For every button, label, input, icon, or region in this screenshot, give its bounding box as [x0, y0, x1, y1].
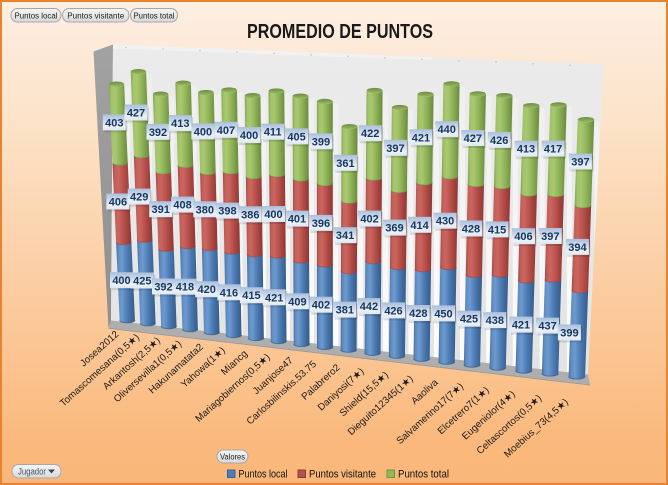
svg-text:420: 420 — [198, 284, 216, 296]
svg-text:417: 417 — [544, 144, 562, 156]
svg-text:400: 400 — [240, 130, 258, 142]
svg-text:399: 399 — [312, 136, 330, 148]
svg-text:442: 442 — [360, 301, 378, 313]
svg-text:415: 415 — [242, 290, 260, 302]
svg-text:405: 405 — [287, 131, 305, 143]
svg-text:427: 427 — [464, 133, 482, 145]
svg-text:438: 438 — [486, 315, 504, 327]
svg-text:402: 402 — [360, 214, 378, 226]
svg-text:397: 397 — [571, 157, 589, 169]
svg-text:440: 440 — [438, 124, 456, 136]
svg-text:Puntos total: Puntos total — [398, 469, 449, 481]
svg-text:Eugeniolor(4★): Eugeniolor(4★) — [460, 389, 518, 442]
svg-text:381: 381 — [336, 305, 354, 317]
svg-text:406: 406 — [109, 197, 127, 209]
svg-text:392: 392 — [149, 127, 167, 139]
svg-text:386: 386 — [241, 209, 259, 221]
svg-text:428: 428 — [409, 308, 427, 320]
svg-text:426: 426 — [384, 305, 402, 317]
svg-text:411: 411 — [264, 127, 282, 139]
svg-text:400: 400 — [112, 275, 130, 287]
svg-text:391: 391 — [152, 204, 170, 216]
svg-text:421: 421 — [412, 132, 430, 144]
svg-text:380: 380 — [196, 204, 214, 216]
svg-text:397: 397 — [541, 231, 559, 243]
svg-text:Puntos local: Puntos local — [239, 469, 288, 481]
svg-text:Puntos total: Puntos total — [134, 10, 175, 20]
svg-text:Puntos visitante: Puntos visitante — [67, 10, 124, 20]
svg-text:400: 400 — [264, 209, 282, 221]
svg-text:392: 392 — [154, 282, 172, 294]
svg-text:416: 416 — [220, 287, 238, 299]
svg-text:Puntos local: Puntos local — [15, 10, 58, 20]
svg-text:413: 413 — [517, 144, 535, 156]
svg-text:421: 421 — [512, 320, 530, 332]
svg-text:418: 418 — [176, 282, 194, 294]
svg-text:426: 426 — [490, 135, 508, 147]
svg-text:403: 403 — [105, 117, 123, 129]
svg-text:398: 398 — [218, 206, 236, 218]
svg-text:400: 400 — [194, 126, 212, 138]
svg-text:409: 409 — [288, 296, 306, 308]
svg-text:429: 429 — [130, 192, 148, 204]
svg-text:408: 408 — [173, 200, 191, 212]
svg-text:437: 437 — [538, 321, 556, 333]
svg-text:361: 361 — [336, 158, 354, 170]
svg-text:399: 399 — [560, 328, 578, 340]
svg-text:402: 402 — [312, 300, 330, 312]
svg-text:394: 394 — [568, 242, 587, 254]
svg-text:341: 341 — [336, 230, 354, 242]
svg-text:Jugador: Jugador — [18, 467, 46, 477]
svg-text:427: 427 — [127, 108, 145, 120]
svg-text:396: 396 — [312, 218, 330, 230]
svg-text:397: 397 — [386, 143, 404, 155]
svg-text:425: 425 — [460, 314, 478, 326]
svg-text:414: 414 — [410, 220, 429, 232]
svg-text:Valores: Valores — [220, 452, 245, 462]
svg-text:406: 406 — [514, 231, 532, 243]
svg-text:PROMEDIO DE PUNTOS: PROMEDIO DE PUNTOS — [247, 20, 433, 43]
svg-text:425: 425 — [133, 276, 151, 288]
svg-text:407: 407 — [217, 125, 235, 137]
svg-text:450: 450 — [434, 308, 452, 320]
svg-text:401: 401 — [288, 214, 306, 226]
svg-text:Elcetrero7(1★): Elcetrero7(1★) — [436, 385, 492, 437]
svg-text:369: 369 — [385, 223, 403, 235]
svg-text:413: 413 — [171, 118, 189, 130]
svg-text:422: 422 — [361, 128, 379, 140]
svg-text:415: 415 — [488, 224, 506, 236]
svg-text:Puntos visitante: Puntos visitante — [309, 469, 376, 481]
svg-text:421: 421 — [265, 292, 283, 304]
svg-text:428: 428 — [462, 224, 480, 236]
svg-text:430: 430 — [436, 216, 454, 228]
